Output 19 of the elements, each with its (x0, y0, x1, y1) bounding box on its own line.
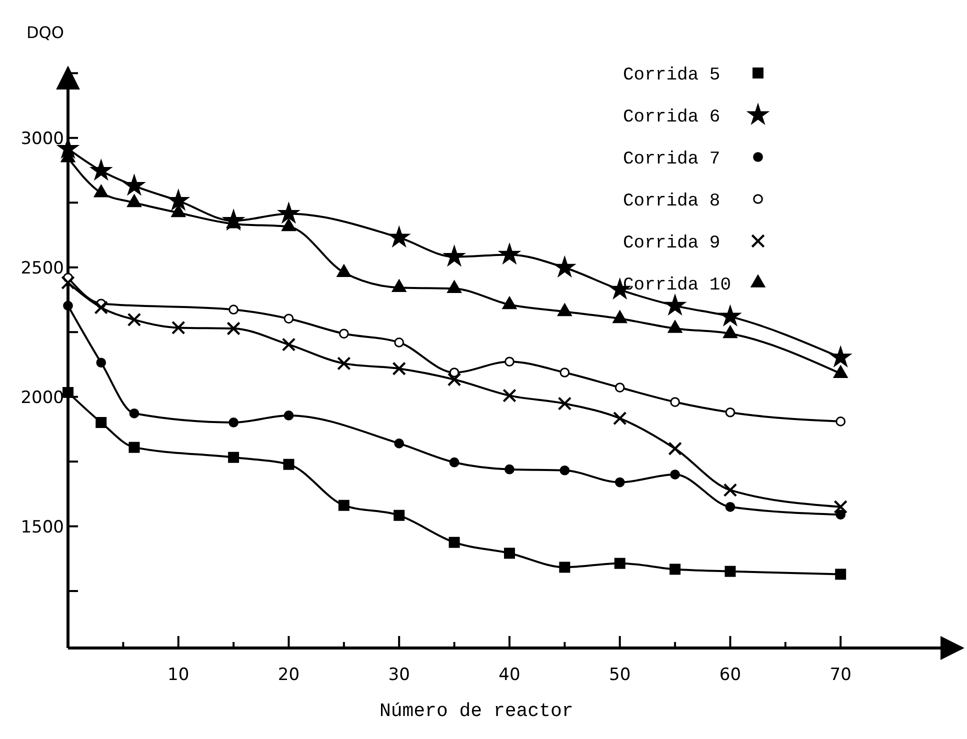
x-axis-title: Número de reactor (379, 700, 574, 722)
legend-label: Corrida 8 (623, 191, 720, 212)
y-axis-title: DQO (26, 23, 64, 42)
legend-label: Corrida 5 (623, 65, 720, 86)
y-tick-label: 2000 (20, 388, 64, 408)
y-tick-label: 1500 (20, 517, 64, 538)
legend-label: Corrida 6 (623, 107, 720, 128)
x-tick-label: 20 (278, 665, 300, 685)
legend-label: Corrida 10 (623, 275, 732, 296)
legend-label: Corrida 7 (623, 149, 720, 170)
x-tick-label: 30 (388, 665, 410, 685)
x-tick-label: 70 (830, 665, 852, 685)
y-tick-label: 3000 (20, 128, 64, 149)
x-tick-label: 50 (609, 665, 631, 685)
y-tick-label: 2500 (20, 258, 64, 278)
x-tick-label: 10 (168, 665, 190, 685)
legend-label: Corrida 9 (623, 233, 720, 254)
x-tick-label: 60 (719, 665, 742, 685)
x-tick-label: 40 (498, 665, 520, 685)
